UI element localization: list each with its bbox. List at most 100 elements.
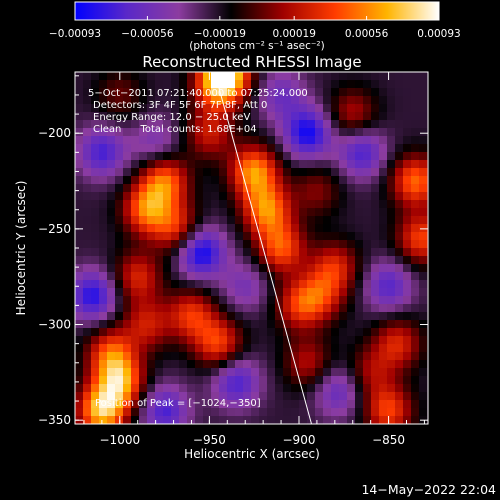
heatmap-cell (155, 256, 164, 265)
heatmap-cell (291, 176, 300, 185)
heatmap-cell (283, 224, 292, 233)
heatmap-cell (171, 400, 180, 409)
heatmap-cell (195, 96, 204, 105)
heatmap-cell (371, 136, 380, 145)
heatmap-cell (99, 344, 108, 353)
heatmap-cell (387, 192, 396, 201)
heatmap-cell (331, 120, 340, 129)
heatmap-cell (419, 160, 428, 169)
heatmap-cell (267, 296, 276, 305)
heatmap-cell (339, 224, 348, 233)
heatmap-cell (243, 208, 252, 217)
heatmap-cell (347, 256, 356, 265)
heatmap-cell (283, 328, 292, 337)
heatmap-cell (419, 360, 428, 369)
heatmap-cell (107, 200, 116, 209)
heatmap-cell (259, 272, 268, 281)
heatmap-cell (147, 144, 156, 153)
heatmap-cell (187, 328, 196, 337)
heatmap-cell (259, 312, 268, 321)
heatmap-cell (291, 192, 300, 201)
heatmap-cell (387, 232, 396, 241)
heatmap-cell (307, 208, 316, 217)
heatmap-cell (163, 320, 172, 329)
heatmap-cell (187, 80, 196, 89)
heatmap-cell (91, 216, 100, 225)
heatmap-cell (371, 216, 380, 225)
heatmap-cell (203, 392, 212, 401)
heatmap-cell (187, 280, 196, 289)
heatmap-cell (227, 256, 236, 265)
heatmap-cell (291, 240, 300, 249)
heatmap-cell (275, 184, 284, 193)
heatmap-cell (195, 264, 204, 273)
heatmap-cell (83, 200, 92, 209)
heatmap-cell (387, 352, 396, 361)
heatmap-cell (251, 296, 260, 305)
heatmap-cell (75, 168, 84, 177)
heatmap-cell (411, 352, 420, 361)
heatmap-cell (75, 272, 84, 281)
heatmap-cell (179, 344, 188, 353)
heatmap-cell (171, 208, 180, 217)
heatmap-cell (363, 224, 372, 233)
heatmap-cell (219, 208, 228, 217)
heatmap-cell (331, 72, 340, 81)
heatmap-cell (99, 144, 108, 153)
heatmap-cell (371, 88, 380, 97)
heatmap-cell (355, 392, 364, 401)
heatmap-cell (75, 344, 84, 353)
heatmap-cell (395, 160, 404, 169)
heatmap-cell (331, 408, 340, 417)
heatmap-cell (267, 256, 276, 265)
heatmap-cell (379, 352, 388, 361)
heatmap-cell (411, 264, 420, 273)
heatmap-cell (355, 376, 364, 385)
heatmap-cell (155, 136, 164, 145)
heatmap-cell (115, 88, 124, 97)
heatmap-cell (403, 384, 412, 393)
heatmap-cell (99, 168, 108, 177)
heatmap-cell (251, 240, 260, 249)
y-tick-label: −350 (38, 413, 71, 427)
heatmap-cell (91, 168, 100, 177)
heatmap-cell (331, 144, 340, 153)
heatmap-cell (395, 96, 404, 105)
heatmap-cell (419, 344, 428, 353)
heatmap-cell (139, 128, 148, 137)
heatmap-cell (387, 216, 396, 225)
heatmap-cell (211, 352, 220, 361)
heatmap-cell (211, 264, 220, 273)
heatmap-cell (323, 184, 332, 193)
heatmap-cell (411, 160, 420, 169)
heatmap-cell (395, 176, 404, 185)
heatmap-cell (187, 264, 196, 273)
heatmap-cell (131, 296, 140, 305)
heatmap-cell (139, 368, 148, 377)
heatmap-cell (395, 408, 404, 417)
heatmap-cell (235, 320, 244, 329)
heatmap-cell (219, 120, 228, 129)
heatmap-cell (355, 240, 364, 249)
heatmap-cell (323, 344, 332, 353)
heatmap-cell (99, 184, 108, 193)
heatmap-cell (219, 248, 228, 257)
heatmap-cell (419, 368, 428, 377)
heatmap-cell (219, 184, 228, 193)
heatmap-cell (107, 336, 116, 345)
heatmap-cell (235, 136, 244, 145)
heatmap-cell (323, 152, 332, 161)
heatmap-cell (235, 392, 244, 401)
heatmap-cell (195, 160, 204, 169)
heatmap-cell (163, 208, 172, 217)
heatmap-cell (267, 96, 276, 105)
heatmap-cell (99, 320, 108, 329)
heatmap-cell (171, 384, 180, 393)
heatmap-cell (179, 96, 188, 105)
heatmap-cell (339, 120, 348, 129)
heatmap-cell (299, 376, 308, 385)
heatmap-cell (347, 104, 356, 113)
heatmap-cell (163, 232, 172, 241)
heatmap-cell (219, 416, 228, 424)
heatmap-cell (163, 96, 172, 105)
